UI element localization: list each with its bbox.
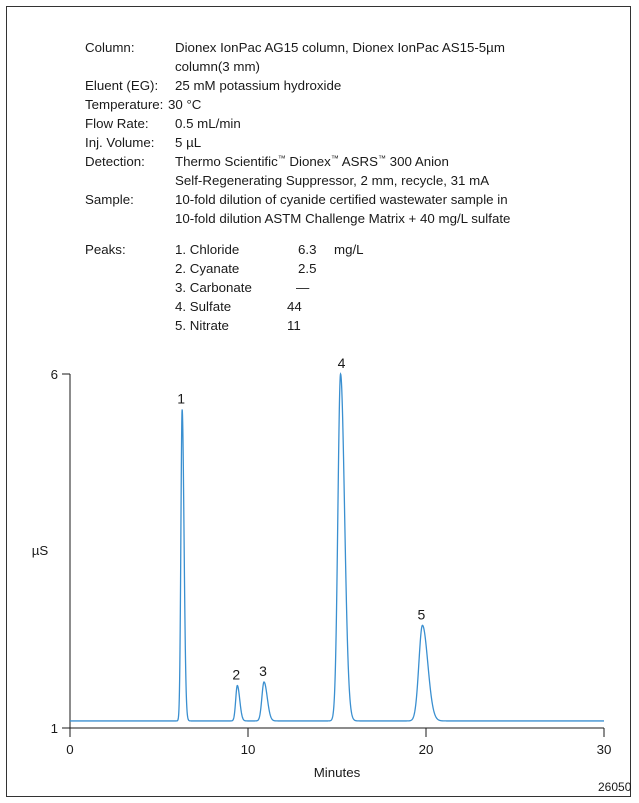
peak-row-name: 3. Carbonate <box>175 280 252 295</box>
y-tick-label: 1 <box>51 721 58 736</box>
condition-value-detection-line1: Thermo Scientific™ Dionex™ ASRS™ 300 Ani… <box>175 154 449 169</box>
chromatogram-trace <box>70 372 604 722</box>
x-axis-label: Minutes <box>314 765 361 780</box>
condition-label-column: Column: <box>85 40 135 55</box>
chart-ticks: 0 10 20 30 1 6 <box>51 367 612 757</box>
condition-value-injection-volume: 5 µL <box>175 135 202 150</box>
y-tick-label: 6 <box>51 367 58 382</box>
condition-value-sample-line1: 10-fold dilution of cyanide certified wa… <box>175 192 508 207</box>
x-tick-label: 10 <box>241 742 256 757</box>
peak-row-name: 1. Chloride <box>175 242 240 257</box>
peak-row-value: 6.3 <box>298 242 317 257</box>
figure-frame <box>6 6 631 797</box>
condition-value-sample-line2: 10-fold dilution ASTM Challenge Matrix +… <box>175 211 511 226</box>
condition-label-injection-volume: Inj. Volume: <box>85 135 155 150</box>
y-axis-label: µS <box>32 543 49 558</box>
peak-row-value: 44 <box>287 299 302 314</box>
peaks-label: Peaks: <box>85 242 126 257</box>
condition-value-temperature: 30 °C <box>168 97 202 112</box>
peak-row-value: 11 <box>287 318 301 333</box>
condition-value-flow-rate: 0.5 mL/min <box>175 116 241 131</box>
condition-label-detection: Detection: <box>85 154 145 169</box>
peaks-unit: mg/L <box>334 242 364 257</box>
peak-label: 4 <box>338 355 346 371</box>
x-tick-label: 20 <box>419 742 434 757</box>
condition-value-eluent: 25 mM potassium hydroxide <box>175 78 342 93</box>
peak-row-value: 2.5 <box>298 261 317 276</box>
condition-label-temperature: Temperature: <box>85 97 164 112</box>
peak-row-name: 2. Cyanate <box>175 261 240 276</box>
peak-label: 1 <box>177 390 185 406</box>
peak-label: 5 <box>418 606 426 622</box>
peak-row-name: 4. Sulfate <box>175 299 232 314</box>
condition-value-column-line2: column(3 mm) <box>175 59 260 74</box>
condition-value-detection-line2: Self-Regenerating Suppressor, 2 mm, recy… <box>175 173 490 188</box>
condition-label-flow-rate: Flow Rate: <box>85 116 149 131</box>
chart-axes <box>69 374 604 729</box>
peak-row-value: — <box>296 280 310 295</box>
peak-row-name: 5. Nitrate <box>175 318 229 333</box>
x-tick-label: 0 <box>66 742 73 757</box>
x-tick-label: 30 <box>597 742 612 757</box>
condition-label-sample: Sample: <box>85 192 134 207</box>
condition-value-column-line1: Dionex IonPac AG15 column, Dionex IonPac… <box>175 40 505 55</box>
peak-label: 3 <box>259 663 267 679</box>
condition-label-eluent: Eluent (EG): <box>85 78 159 93</box>
peak-labels: 1 2 3 4 5 <box>177 355 425 683</box>
figure-id: 26050 <box>598 780 632 794</box>
peak-label: 2 <box>232 667 240 683</box>
